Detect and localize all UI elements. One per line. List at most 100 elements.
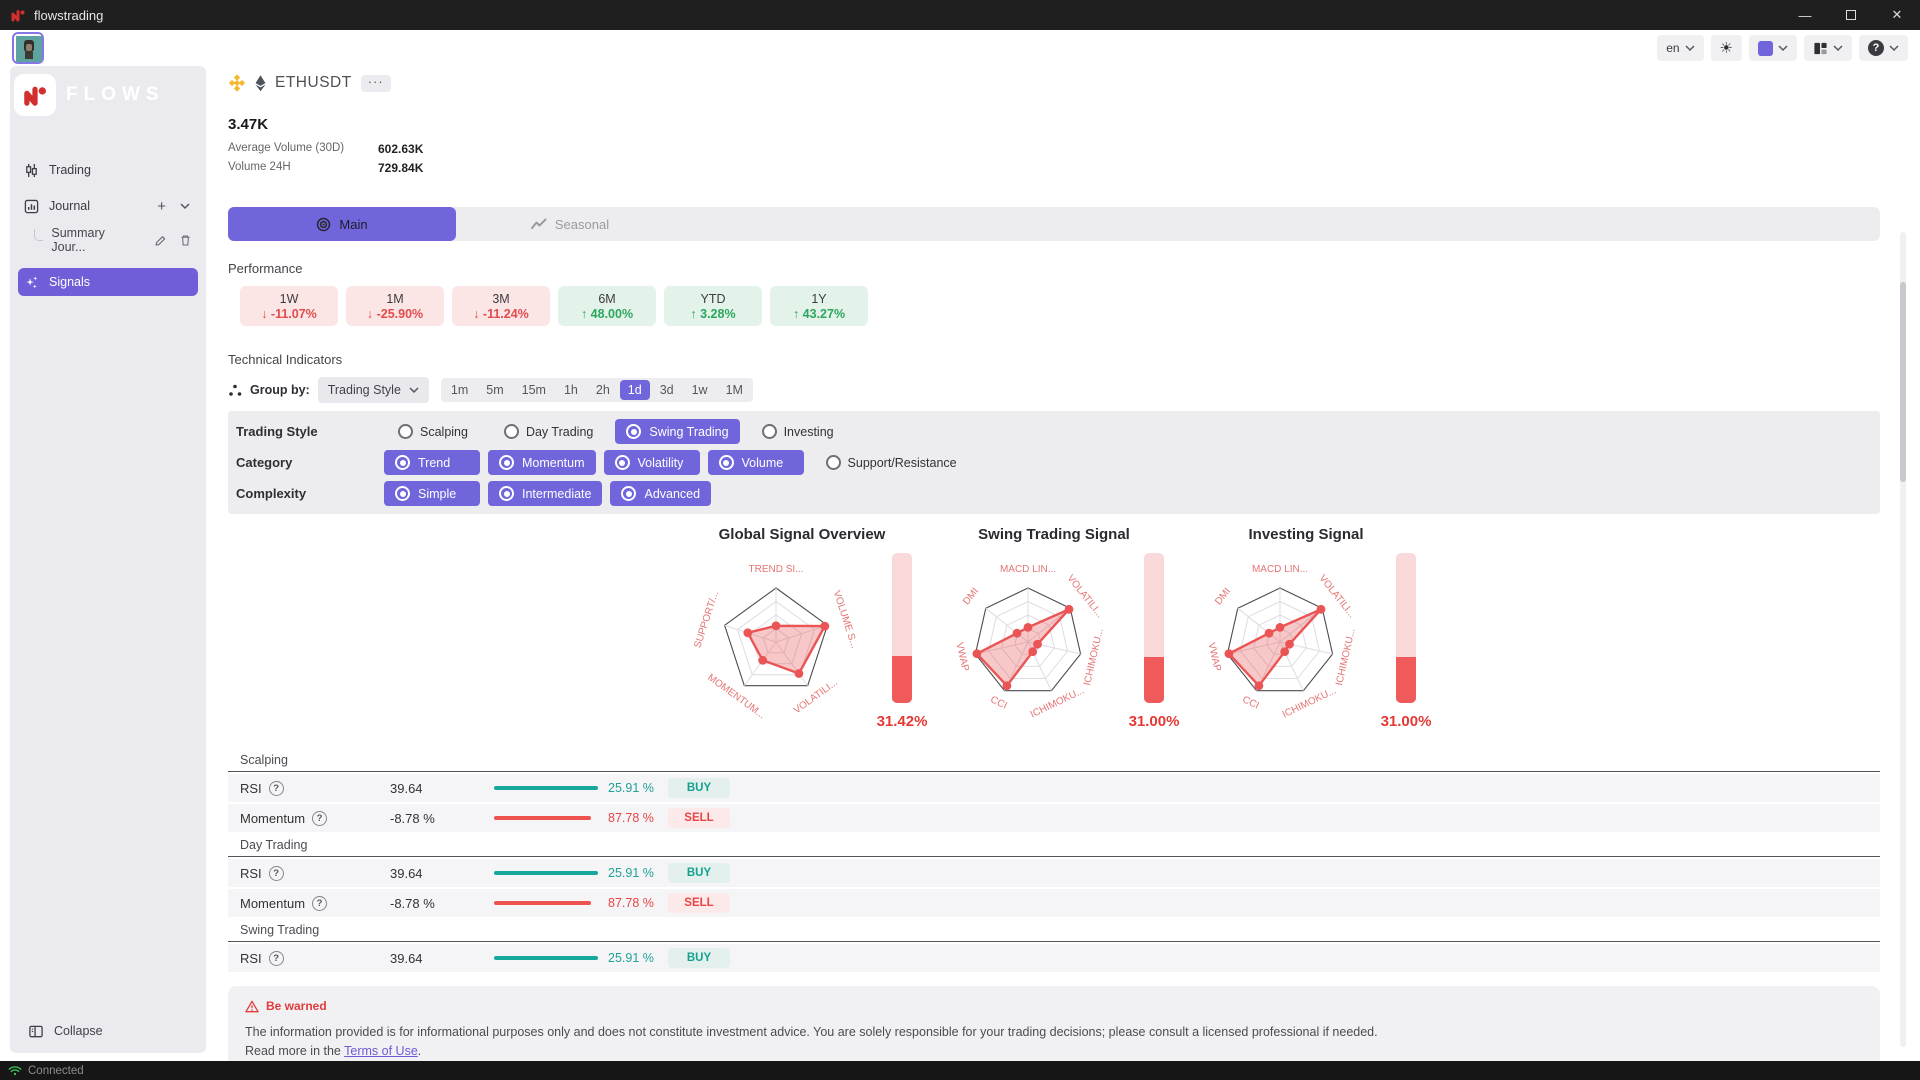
timeframe-3d[interactable]: 3d [652, 380, 682, 400]
svg-text:MACD LIN...: MACD LIN... [1000, 564, 1056, 575]
filter-option-simple[interactable]: Simple [384, 481, 480, 506]
radar-chart-group: Investing Signal MACD LIN... VOLATILI... I… [1180, 526, 1432, 733]
theme-toggle-button[interactable]: ☀ [1710, 35, 1742, 61]
collapse-sidebar-button[interactable]: Collapse [20, 1017, 196, 1045]
strength-bar [494, 901, 591, 905]
filter-option-volume[interactable]: Volume [707, 450, 804, 475]
indicator-name: RSI [240, 950, 262, 966]
filter-option-trend[interactable]: Trend [384, 450, 480, 475]
radio-checked-icon [626, 424, 642, 439]
radio-checked-icon [718, 455, 734, 470]
layout-selector[interactable] [1804, 35, 1852, 61]
terms-of-use-link[interactable]: Terms of Use [344, 1043, 418, 1058]
stat-value: 602.63K [378, 142, 424, 156]
status-bar: Connected [0, 1061, 1920, 1080]
filter-option-intermediate[interactable]: Intermediate [488, 481, 603, 506]
radar-chart-group: Swing Trading Signal MACD LIN... VOLATILI… [928, 526, 1180, 733]
help-circle-icon[interactable]: ? [312, 895, 328, 911]
symbol-more-button[interactable]: ··· [360, 74, 391, 92]
sidebar-item-summary-journal[interactable]: Summary Jour... [30, 226, 198, 254]
performance-value: ↑ 43.27% [792, 306, 846, 321]
app-title: flowstrading [34, 7, 104, 23]
help-icon: ? [1868, 40, 1884, 56]
journal-chart-icon [24, 199, 39, 214]
performance-period: 1Y [811, 291, 827, 306]
help-circle-icon[interactable]: ? [312, 810, 328, 826]
svg-text:DMI: DMI [1213, 586, 1233, 607]
stat-label: Average Volume (30D) [228, 142, 345, 154]
help-circle-icon[interactable]: ? [268, 865, 284, 881]
strength-percent: 25.91 % [608, 951, 654, 965]
filter-option-day-trading[interactable]: Day Trading [503, 424, 593, 439]
performance-value: ↑ 48.00% [580, 306, 634, 321]
filter-option-scalping[interactable]: Scalping [398, 424, 468, 439]
journal-expand-button[interactable] [178, 200, 192, 212]
tab-main[interactable]: Main [228, 207, 456, 241]
accent-color-selector[interactable] [1749, 35, 1797, 61]
trend-up-icon: ↑ [580, 306, 588, 321]
language-selector[interactable]: en [1657, 35, 1704, 61]
indicator-value: 39.64 [390, 780, 423, 796]
tab-seasonal[interactable]: Seasonal [456, 207, 684, 241]
timeframe-15m[interactable]: 15m [514, 380, 554, 400]
timeframe-1d[interactable]: 1d [619, 380, 650, 400]
sidebar-item-label: Summary Jour... [51, 226, 105, 254]
scrollbar-track[interactable] [1900, 232, 1906, 1047]
minimize-button[interactable]: — [1798, 7, 1812, 23]
sidebar-item-label: Journal [49, 199, 90, 213]
warning-title: Be warned [266, 999, 327, 1013]
edit-journal-button[interactable] [152, 232, 169, 249]
filter-row: Complexity Simple Intermediate Advanced [234, 478, 1874, 509]
radio-unchecked-icon [825, 455, 841, 470]
scrollbar-thumb[interactable] [1900, 282, 1906, 482]
svg-text:CCI: CCI [988, 694, 1008, 711]
filter-label: Complexity [236, 486, 307, 501]
group-by-icon [228, 383, 242, 397]
sidebar-item-trading[interactable]: Trading [18, 156, 198, 184]
add-journal-button[interactable]: + [157, 197, 166, 215]
radar-chart: MACD LIN...VOLATILI...ICHIMOKU...ICHIMOK… [953, 564, 1105, 721]
timeframe-1w[interactable]: 1w [684, 380, 716, 400]
performance-period: 3M [492, 291, 510, 306]
filter-option-advanced[interactable]: Advanced [610, 481, 712, 506]
delete-journal-button[interactable] [177, 232, 194, 249]
performance-card-1y: 1Y ↑ 43.27% [770, 286, 868, 326]
filter-label: Category [236, 455, 293, 470]
timeframe-5m[interactable]: 5m [478, 380, 511, 400]
performance-card-3m: 3M ↓ -11.24% [452, 286, 550, 326]
chevron-down-icon [1685, 44, 1695, 52]
filter-option-support-resistance[interactable]: Support/Resistance [825, 455, 957, 470]
group-by-select[interactable]: Trading Style [317, 377, 429, 403]
group-by-value: Trading Style [327, 383, 401, 397]
timeframe-1m[interactable]: 1m [443, 380, 476, 400]
strength-percent: 25.91 % [608, 866, 654, 880]
filter-option-volatility[interactable]: Volatility [603, 450, 700, 475]
strength-bar [494, 816, 591, 820]
disclaimer-text: The information provided is for informat… [245, 1025, 1378, 1039]
signal-badge: BUY [668, 863, 730, 883]
timeframe-1M[interactable]: 1M [718, 380, 751, 400]
maximize-button[interactable] [1828, 0, 1874, 30]
svg-text:DMI: DMI [961, 586, 981, 607]
chart-title: Investing Signal [1248, 526, 1364, 543]
help-circle-icon[interactable]: ? [268, 950, 284, 966]
trend-up-icon: ↑ [690, 306, 697, 321]
avatar[interactable] [12, 32, 44, 64]
sidebar-nav: Trading Journal + Summary Jour... Signal… [10, 156, 206, 296]
radio-unchecked-icon [503, 424, 519, 439]
volume-stats: Average Volume (30D) 602.63K Volume 24H … [228, 142, 1880, 175]
filter-option-swing-trading[interactable]: Swing Trading [615, 419, 740, 444]
timeframe-2h[interactable]: 2h [588, 380, 618, 400]
trend-line-icon [530, 218, 547, 230]
close-button[interactable]: ✕ [1891, 7, 1903, 22]
indicator-value: -8.78 % [390, 810, 435, 826]
strength-bar [494, 956, 598, 960]
filter-option-momentum[interactable]: Momentum [488, 450, 596, 475]
timeframe-1h[interactable]: 1h [556, 380, 586, 400]
filter-option-investing[interactable]: Investing [761, 424, 834, 439]
table-row: RSI ? 39.64 25.91 % BUY [228, 944, 1880, 972]
sidebar-item-journal[interactable]: Journal + [18, 192, 198, 220]
help-menu-button[interactable]: ? [1859, 35, 1908, 61]
sidebar-item-signals[interactable]: Signals [18, 268, 198, 296]
help-circle-icon[interactable]: ? [268, 780, 284, 796]
